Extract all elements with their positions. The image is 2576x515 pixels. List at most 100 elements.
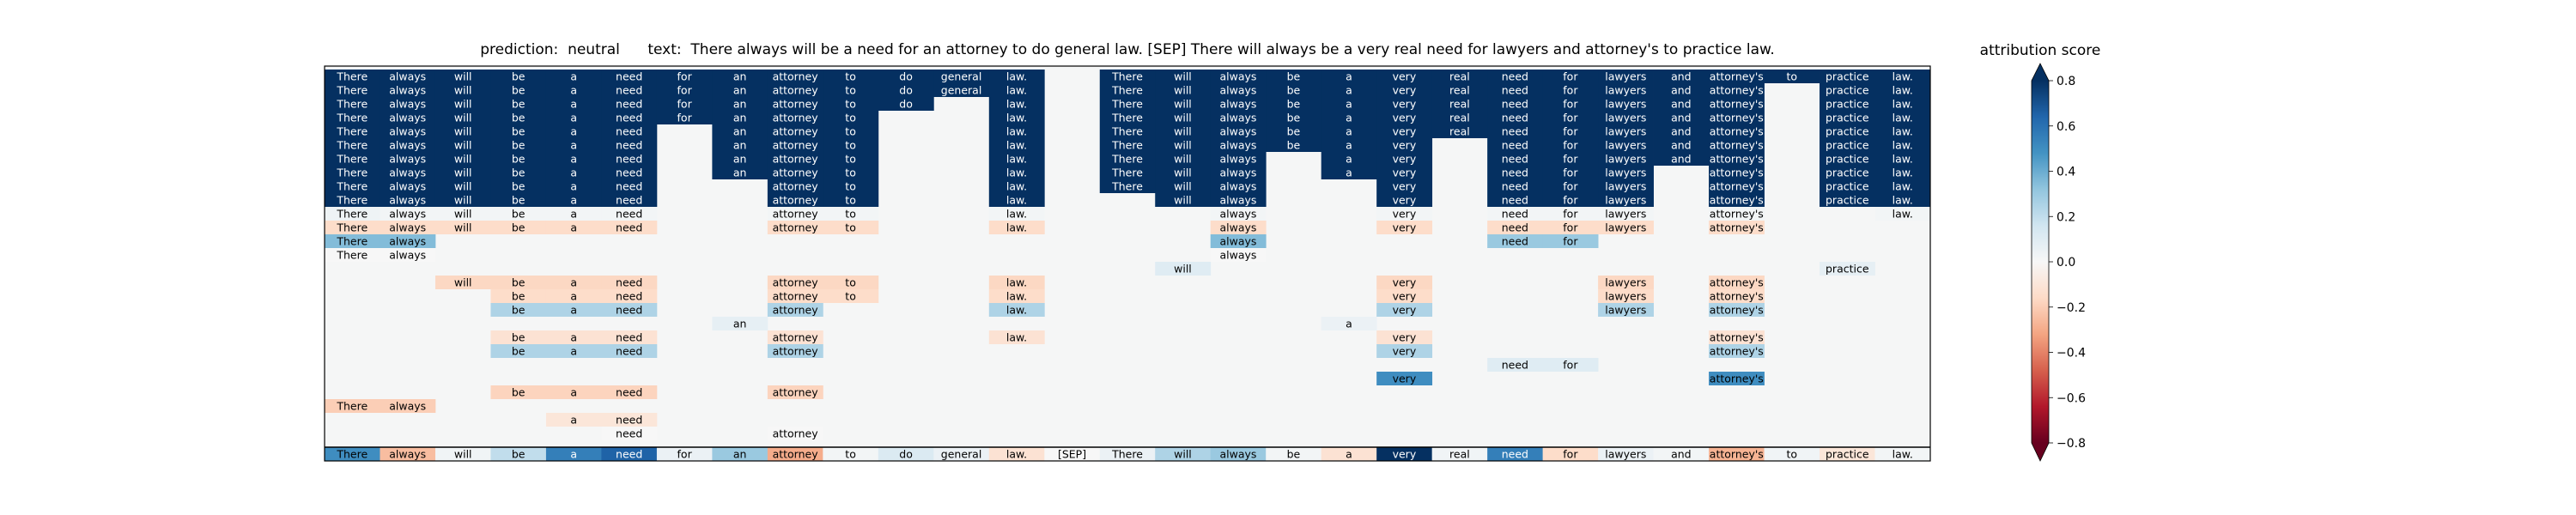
- cell-token-label: practice: [1826, 180, 1869, 193]
- summary-token-cell: real: [1431, 447, 1488, 461]
- heatmap-cell: [712, 166, 769, 179]
- heatmap-cell: [601, 97, 658, 111]
- heatmap-row-cell: very: [1376, 303, 1433, 317]
- heatmap-row-cell: for: [1542, 83, 1599, 97]
- cell-token-label: a: [570, 98, 577, 111]
- cell-token-label: be: [512, 153, 526, 166]
- summary-token-cell: general: [933, 447, 990, 461]
- cell-token-label: a: [570, 221, 577, 234]
- cell-token-label: for: [677, 84, 693, 97]
- heatmap-row-cell: very: [1376, 372, 1433, 385]
- colorbar-tick-label: 0.2: [2057, 210, 2075, 224]
- heatmap-row-cell: always: [1210, 179, 1267, 193]
- cell-token-label: practice: [1826, 448, 1869, 461]
- heatmap-cell: [325, 221, 380, 234]
- heatmap-row-cell: attorney's: [1709, 124, 1765, 138]
- cell-token-label: to: [845, 221, 856, 234]
- heatmap-cell: [1709, 138, 1765, 152]
- heatmap-cell: [434, 97, 491, 111]
- heatmap-row-cell: need: [601, 221, 658, 234]
- heatmap-cell: [1709, 124, 1765, 138]
- cell-token-label: attorney: [773, 84, 819, 97]
- heatmap-row-cell: will: [434, 193, 491, 207]
- heatmap-cell: [1376, 138, 1433, 152]
- heatmap-cell: [1487, 193, 1544, 207]
- cell-token-label: lawyers: [1605, 84, 1646, 97]
- cell-token-label: attorney's: [1710, 345, 1764, 358]
- heatmap-row-cell: be: [490, 179, 547, 193]
- heatmap-row-cell: a: [1321, 83, 1377, 97]
- heatmap-cell: [1598, 303, 1654, 317]
- heatmap-row-cell: a: [545, 289, 602, 303]
- heatmap-cell: [490, 330, 547, 344]
- heatmap-cell: [933, 83, 990, 97]
- cell-token-label: attorney: [773, 125, 819, 138]
- heatmap-cell: [1709, 221, 1765, 234]
- heatmap-row-cell: practice: [1820, 70, 1875, 83]
- heatmap-row-cell: be: [490, 83, 547, 97]
- heatmap-row-cell: attorney: [767, 276, 823, 289]
- cell-token-label: lawyers: [1605, 125, 1646, 138]
- heatmap-cell: [490, 221, 547, 234]
- cell-token-label: need: [1502, 208, 1528, 221]
- heatmap-cell: [325, 447, 380, 461]
- heatmap-row-cell: attorney's: [1709, 111, 1765, 124]
- heatmap-cell: [601, 385, 658, 399]
- cell-token-label: There: [1111, 180, 1143, 193]
- heatmap-row-cell: law.: [1874, 70, 1931, 83]
- heatmap-row-cell: There: [325, 179, 380, 193]
- cell-token-label: always: [389, 235, 426, 248]
- cell-token-label: lawyers: [1605, 304, 1646, 317]
- cell-token-label: a: [570, 276, 577, 289]
- cell-token-label: law.: [1006, 167, 1027, 179]
- heatmap-row-cell: be: [490, 207, 547, 221]
- heatmap-row-cell: very: [1376, 111, 1433, 124]
- heatmap-row-cell: a: [545, 344, 602, 358]
- heatmap-cell: [601, 193, 658, 207]
- colorbar-title: attribution score: [1980, 42, 2101, 59]
- heatmap-row-cell: need: [601, 97, 658, 111]
- cell-token-label: always: [389, 139, 426, 152]
- heatmap-row-cell: practice: [1820, 83, 1875, 97]
- heatmap-row-cell: to: [823, 124, 879, 138]
- heatmap-row-cell: very: [1376, 83, 1433, 97]
- heatmap-cell: [1709, 193, 1765, 207]
- cell-token-label: real: [1449, 125, 1470, 138]
- cell-token-label: need: [616, 84, 642, 97]
- heatmap-row-cell: be: [490, 193, 547, 207]
- heatmap-cell: [1376, 303, 1433, 317]
- cell-token-label: always: [1220, 125, 1257, 138]
- heatmap-row-cell: always: [1210, 124, 1267, 138]
- heatmap-row-cell: practice: [1820, 193, 1875, 207]
- cell-token-label: an: [733, 167, 747, 179]
- heatmap-row-cell: be: [490, 138, 547, 152]
- heatmap-row-cell: to: [823, 207, 879, 221]
- heatmap-cell: [988, 276, 1045, 289]
- colorbar-tick-label: 0.0: [2057, 256, 2075, 270]
- heatmap-cell: [988, 138, 1045, 152]
- heatmap-cell: [545, 303, 602, 317]
- heatmap-row-cell: will: [434, 83, 491, 97]
- heatmap-cell: [1487, 97, 1544, 111]
- cell-token-label: be: [512, 276, 526, 289]
- heatmap-cell: [545, 152, 602, 166]
- heatmap-row-cell: a: [1321, 138, 1377, 152]
- cell-token-label: very: [1393, 139, 1417, 152]
- heatmap-cell: [1598, 124, 1654, 138]
- cell-token-label: very: [1393, 290, 1417, 303]
- summary-token-cell: attorney: [767, 447, 823, 461]
- heatmap-cell: [1820, 97, 1875, 111]
- cell-token-label: be: [1287, 98, 1301, 111]
- cell-token-label: There: [1111, 153, 1143, 166]
- heatmap-cell: [1709, 344, 1765, 358]
- heatmap-row-cell: always: [1210, 111, 1267, 124]
- heatmap-row-cell: will: [1155, 193, 1212, 207]
- heatmap-row-cell: for: [1542, 70, 1599, 83]
- cell-token-label: There: [336, 221, 368, 234]
- heatmap-cell: [325, 207, 380, 221]
- cell-token-label: for: [677, 448, 693, 461]
- heatmap-cell: [878, 83, 934, 97]
- heatmap-cell: [767, 207, 823, 221]
- summary-token-cell: be: [1266, 447, 1322, 461]
- cell-token-label: always: [389, 208, 426, 221]
